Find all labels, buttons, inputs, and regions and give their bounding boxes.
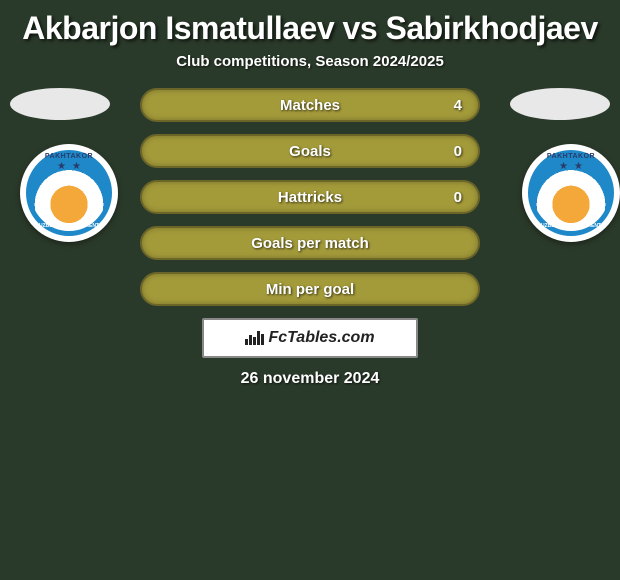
stat-value-right: 0 (454, 189, 462, 206)
badge-bottom-text: UZBEKISTAN TASHKENT (533, 223, 609, 229)
club-badge-right: PAKHTAKOR ★★ UZBEKISTAN TASHKENT (522, 144, 620, 242)
stat-rows: Matches 4 Goals 0 Hattricks 0 Goals per … (140, 88, 480, 306)
pakhtakor-crest-icon: PAKHTAKOR ★★ UZBEKISTAN TASHKENT (528, 150, 614, 236)
badge-bottom-text: UZBEKISTAN TASHKENT (31, 223, 107, 229)
bar-chart-icon (245, 331, 264, 345)
fctables-watermark[interactable]: FcTables.com (202, 318, 418, 358)
stat-row-hattricks: Hattricks 0 (140, 180, 480, 214)
stat-value-right: 0 (454, 143, 462, 160)
subtitle: Club competitions, Season 2024/2025 (0, 53, 620, 70)
badge-stars-icon: ★★ (553, 161, 589, 172)
stat-row-matches: Matches 4 (140, 88, 480, 122)
badge-top-text: PAKHTAKOR (533, 153, 609, 160)
date-line: 26 november 2024 (10, 370, 610, 388)
stat-label: Hattricks (278, 189, 342, 206)
stat-label: Goals per match (251, 235, 369, 252)
club-badge-left: PAKHTAKOR ★★ UZBEKISTAN TASHKENT (20, 144, 118, 242)
player-left-avatar (10, 88, 110, 120)
stat-label: Matches (280, 97, 340, 114)
page-title: Akbarjon Ismatullaev vs Sabirkhodjaev (0, 0, 620, 53)
fctables-label: FcTables.com (268, 329, 374, 347)
badge-stars-icon: ★★ (51, 161, 87, 172)
stat-row-goals-per-match: Goals per match (140, 226, 480, 260)
stat-label: Min per goal (266, 281, 354, 298)
stat-row-min-per-goal: Min per goal (140, 272, 480, 306)
badge-top-text: PAKHTAKOR (31, 153, 107, 160)
stat-row-goals: Goals 0 (140, 134, 480, 168)
stat-label: Goals (289, 143, 331, 160)
comparison-content: PAKHTAKOR ★★ UZBEKISTAN TASHKENT PAKHTAK… (0, 88, 620, 388)
pakhtakor-crest-icon: PAKHTAKOR ★★ UZBEKISTAN TASHKENT (26, 150, 112, 236)
player-right-avatar (510, 88, 610, 120)
stat-value-right: 4 (454, 97, 462, 114)
